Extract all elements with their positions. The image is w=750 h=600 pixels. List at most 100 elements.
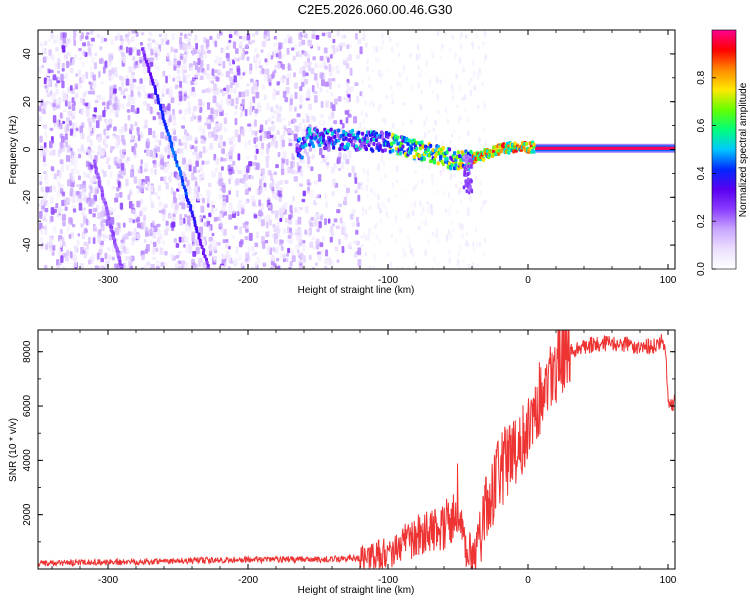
spectrogram-cell (99, 46, 103, 51)
spectrogram-cell (241, 177, 245, 184)
spectrogram-cell (188, 135, 193, 141)
spectrogram-cell (364, 236, 367, 241)
spectrogram-cell (105, 235, 108, 239)
spectrogram-cell (91, 57, 95, 64)
spectrogram-cell (142, 100, 148, 106)
spectrogram-cell (49, 185, 53, 193)
spectrogram-cell (227, 137, 232, 142)
spectrogram-cell (150, 48, 154, 56)
trace-cell (435, 151, 439, 156)
spectrogram-cell (347, 150, 352, 159)
spectrogram-cell (131, 257, 135, 261)
spectrogram-cell (188, 106, 192, 115)
spectrogram-cell (225, 70, 230, 78)
spectrogram-cell (62, 221, 66, 227)
spectrogram-cell (419, 104, 422, 111)
spectrogram-cell (214, 40, 218, 48)
spectrogram-cell (299, 67, 303, 75)
spectrogram-cell (205, 217, 210, 222)
spectrogram-cell (420, 89, 423, 95)
spectrogram-cell (201, 172, 205, 178)
spectrogram-cell (237, 153, 241, 161)
spectrogram-cell (219, 187, 223, 192)
spectrogram-cell (170, 187, 174, 195)
streak-cell (144, 59, 148, 64)
spectrogram-cell (291, 47, 295, 51)
spectrogram-cell (322, 158, 327, 163)
spectrogram-cell (293, 232, 298, 236)
spectrogram-cell (307, 182, 312, 186)
spectrogram-cell (250, 175, 254, 180)
spectrogram-cell (79, 125, 84, 133)
spectrogram-cell (77, 69, 82, 77)
spectrogram-cell (38, 105, 42, 112)
spectrogram-cell (456, 104, 459, 109)
spectrogram-cell (255, 231, 260, 239)
trace-cell (415, 140, 419, 145)
spectrogram-cell (41, 64, 45, 69)
spectrogram-cell (398, 72, 401, 77)
spectrogram-cell (240, 207, 245, 215)
spectrogram-cell (133, 148, 137, 155)
spectrogram-cell (343, 184, 347, 188)
spectrogram-cell (261, 40, 266, 48)
spectrogram-cell (130, 139, 133, 143)
spectrogram-cell (286, 168, 291, 173)
spectrogram-cell (62, 92, 66, 101)
spectrogram-cell (353, 172, 357, 179)
spectrogram-cell (232, 160, 236, 166)
spectrogram-cell (87, 47, 92, 55)
spectrogram-cell (249, 127, 253, 133)
spectrogram-cell (411, 252, 415, 258)
spectrogram-cell (320, 101, 324, 108)
spectrogram-cell (483, 251, 486, 257)
spectrogram-cell (186, 47, 190, 56)
spectrogram-cell (96, 151, 101, 156)
spectrogram-cell (349, 213, 354, 220)
spectrogram-cell (448, 206, 452, 213)
spectrogram-cell (474, 176, 478, 181)
spectrogram-cell (364, 100, 367, 106)
spectrogram-cell (208, 212, 212, 218)
spectrogram-cell (378, 68, 382, 73)
spectrogram-cell (126, 156, 130, 162)
spectrogram-cell (263, 74, 268, 82)
spectrogram-cell (80, 108, 84, 116)
spectrogram-cell (333, 162, 337, 170)
streak-cell (150, 78, 154, 83)
spectrogram-cell (121, 125, 125, 133)
spectrogram-cell (209, 144, 213, 150)
spectrogram-cell (450, 221, 453, 226)
spectrogram-cell (61, 135, 65, 143)
spectrogram-cell (92, 213, 96, 218)
spectrogram-cell (206, 203, 210, 208)
spectrogram-cell (160, 159, 165, 166)
spectrogram-cell (183, 173, 187, 177)
spectrogram-cell (132, 209, 136, 214)
spectrogram-cell (77, 175, 81, 181)
spectrogram-cell (384, 173, 387, 179)
spectrogram-cell (302, 50, 306, 56)
spectrogram-cell (82, 184, 87, 193)
spectrogram-cell (292, 55, 296, 61)
spectrogram-cell (344, 233, 348, 237)
spectrogram-cell (307, 61, 312, 66)
spectrogram-cell (425, 115, 428, 122)
spectrogram-cell (55, 88, 59, 95)
spectrogram-cell (121, 103, 125, 110)
spectrogram-cell (136, 200, 141, 208)
trace-cell (378, 146, 382, 151)
trace-cell (402, 135, 406, 140)
spectrogram-cell (152, 230, 157, 239)
spectrogram-cell (40, 245, 44, 250)
spectrogram-cell (203, 222, 208, 227)
streak-cell (187, 201, 191, 206)
spectrogram-cell (186, 45, 191, 49)
chart-title: C2E5.2026.060.00.46.G30 (297, 2, 453, 17)
spectrogram-cell (255, 187, 259, 196)
spectrogram-cell (148, 31, 153, 37)
spectrogram-cell (89, 176, 94, 184)
spectrogram-cell (154, 64, 157, 70)
trace-cell (420, 156, 424, 161)
spectrogram-cell (50, 31, 54, 39)
